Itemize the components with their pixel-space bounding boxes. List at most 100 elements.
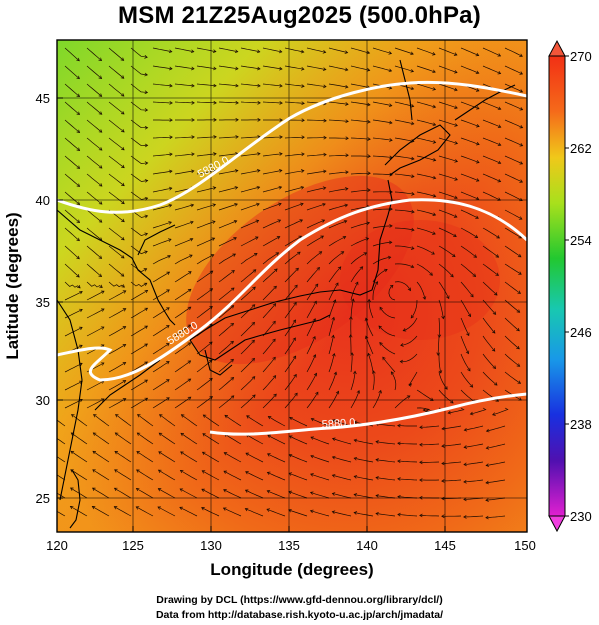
- streamline: [504, 335, 520, 350]
- streamline-arrowhead: [272, 320, 276, 325]
- streamline-arrowhead: [475, 215, 479, 219]
- streamline-arrowhead: [300, 67, 305, 71]
- streamline: [492, 407, 509, 416]
- streamline-arrowhead: [332, 352, 336, 357]
- streamline-arrowhead: [211, 220, 216, 224]
- streamline: [86, 65, 102, 79]
- streamline: [328, 101, 349, 105]
- streamline-arrowhead: [348, 334, 353, 338]
- streamline-arrowhead: [76, 111, 81, 115]
- streamline-arrowhead: [251, 339, 255, 344]
- streamline: [504, 65, 523, 75]
- streamline-arrowhead: [188, 271, 192, 275]
- streamline-arrowhead: [257, 118, 261, 122]
- streamline: [482, 353, 496, 369]
- streamline-arrowhead: [252, 394, 256, 398]
- streamline: [86, 245, 102, 259]
- streamline: [403, 317, 418, 332]
- streamline: [372, 208, 393, 211]
- x-tick-labels: 120 125 130 135 140 145 150: [46, 538, 536, 553]
- streamline: [152, 238, 172, 247]
- streamline: [130, 101, 148, 111]
- streamline: [460, 65, 479, 74]
- streamline-arrowhead: [136, 432, 141, 436]
- streamline: [438, 155, 458, 162]
- streamline: [64, 191, 80, 205]
- streamline: [86, 191, 103, 205]
- streamline-arrowhead: [50, 415, 53, 418]
- streamline: [311, 418, 330, 427]
- streamline: [328, 353, 335, 373]
- streamline-arrowhead: [136, 451, 140, 455]
- streamline: [240, 153, 261, 157]
- streamline-arrowhead: [422, 408, 427, 412]
- streamline-arrowhead: [463, 427, 468, 432]
- streamline-arrowhead: [245, 471, 249, 475]
- streamline: [284, 355, 296, 373]
- contour-north: [57, 80, 527, 214]
- streamline-arrowhead: [120, 111, 125, 115]
- streamline-arrowhead: [122, 380, 127, 384]
- streamline: [464, 443, 484, 448]
- streamline-arrowhead: [337, 266, 342, 270]
- streamline: [240, 170, 260, 175]
- streamline: [174, 221, 194, 229]
- streamline-arrowhead: [202, 414, 207, 418]
- streamline-arrowhead: [69, 505, 74, 510]
- streamline-arrowhead: [272, 356, 276, 361]
- streamline-arrowhead: [410, 51, 414, 56]
- streamline: [460, 173, 480, 182]
- streamline: [375, 423, 396, 427]
- streamline: [114, 506, 132, 517]
- streamline: [410, 299, 418, 319]
- streamline: [218, 323, 234, 337]
- streamline-arrowhead: [223, 470, 228, 474]
- streamline: [108, 137, 125, 151]
- streamline-arrowhead: [252, 269, 257, 273]
- streamline-arrowhead: [70, 450, 75, 455]
- streamline-arrowhead: [313, 372, 318, 377]
- streamline: [288, 491, 308, 499]
- streamline-arrowhead: [294, 284, 298, 289]
- streamline-arrowhead: [256, 168, 261, 173]
- streamline-arrowhead: [410, 104, 415, 108]
- streamline: [419, 425, 440, 428]
- streamline-arrowhead: [256, 185, 261, 190]
- streamline-arrowhead: [301, 118, 305, 123]
- streamline: [382, 356, 396, 373]
- streamline: [115, 432, 132, 445]
- streamline: [372, 281, 378, 300]
- streamline: [379, 342, 396, 355]
- streamline-arrowhead: [367, 137, 371, 141]
- streamline: [306, 203, 326, 211]
- streamline: [372, 101, 392, 107]
- streamline-arrowhead: [223, 452, 228, 456]
- streamline-arrowhead: [342, 235, 347, 240]
- streamline-arrowhead: [76, 219, 81, 224]
- streamline-arrowhead: [432, 87, 437, 91]
- streamline: [354, 457, 374, 463]
- streamline-arrowhead: [79, 308, 83, 313]
- streamline-arrowhead: [121, 218, 125, 223]
- x-tick-label: 145: [434, 538, 456, 553]
- colorbar-min-triangle: [548, 515, 566, 533]
- streamline-arrowhead: [144, 379, 148, 383]
- streamline-arrowhead: [331, 492, 336, 496]
- streamline-arrowhead: [344, 84, 349, 89]
- streamline-arrowhead: [121, 128, 125, 133]
- streamline-arrowhead: [353, 438, 358, 443]
- streamline-arrowhead: [310, 454, 314, 459]
- streamline: [179, 488, 198, 499]
- streamline-arrowhead: [497, 178, 502, 183]
- streamline-arrowhead: [144, 343, 148, 347]
- streamline: [504, 137, 523, 147]
- streamline: [460, 191, 479, 200]
- streamline: [460, 119, 480, 127]
- streamline: [438, 191, 458, 199]
- streamline-arrowhead: [212, 49, 217, 54]
- streamline: [86, 326, 105, 337]
- streamline-arrowhead: [187, 306, 192, 310]
- streamline-arrowhead: [310, 473, 314, 477]
- streamline-arrowhead: [76, 57, 80, 62]
- streamline: [174, 324, 191, 337]
